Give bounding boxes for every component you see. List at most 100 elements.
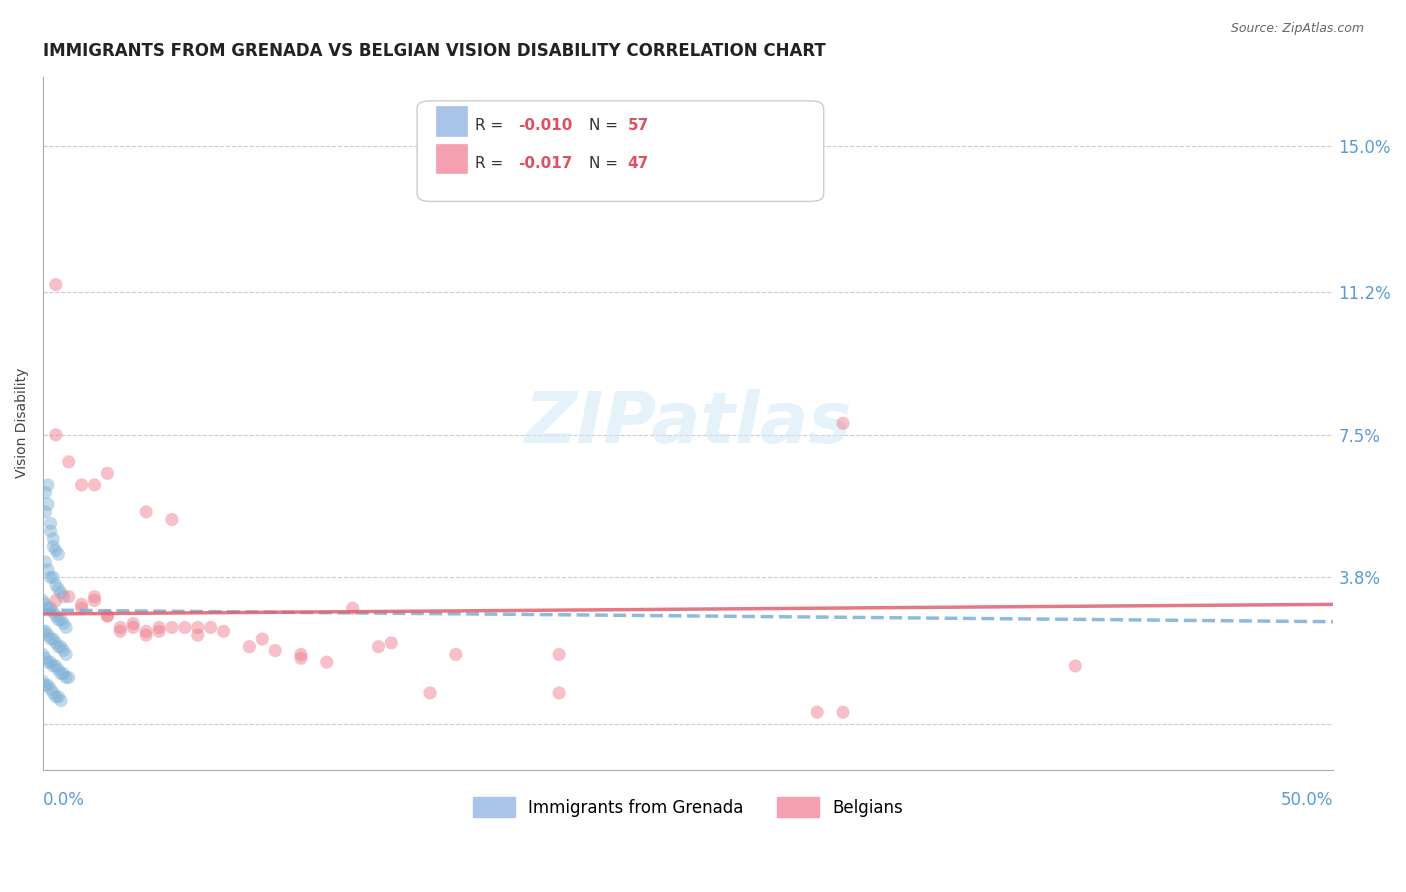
Point xyxy=(42,632,65,646)
Point xyxy=(32,624,55,639)
Point xyxy=(42,570,65,584)
Point xyxy=(212,624,235,639)
FancyBboxPatch shape xyxy=(436,144,467,173)
Point xyxy=(252,632,274,646)
Point xyxy=(548,686,571,700)
Point xyxy=(548,648,571,662)
Point xyxy=(34,505,56,519)
Point xyxy=(832,417,855,431)
Point xyxy=(49,693,72,707)
Point xyxy=(419,686,441,700)
Point xyxy=(34,678,56,692)
FancyBboxPatch shape xyxy=(418,101,824,202)
Text: R =: R = xyxy=(475,156,509,171)
Point xyxy=(34,651,56,665)
Point xyxy=(39,632,62,646)
Point xyxy=(58,455,80,469)
Point xyxy=(832,705,855,719)
Point xyxy=(160,513,183,527)
Text: 50.0%: 50.0% xyxy=(1281,791,1333,809)
Point xyxy=(444,648,467,662)
Point xyxy=(48,582,70,596)
Point xyxy=(45,659,67,673)
Point xyxy=(42,686,65,700)
Point xyxy=(49,640,72,654)
Point xyxy=(238,640,260,654)
Point xyxy=(37,655,59,669)
Point xyxy=(200,620,222,634)
Point xyxy=(52,616,75,631)
Point xyxy=(39,570,62,584)
Point xyxy=(135,624,157,639)
Point xyxy=(37,628,59,642)
Point xyxy=(37,678,59,692)
Point xyxy=(45,543,67,558)
Point xyxy=(49,666,72,681)
Point xyxy=(315,655,337,669)
Point xyxy=(83,478,105,492)
Point xyxy=(39,524,62,538)
Point xyxy=(96,608,118,623)
Point xyxy=(290,648,312,662)
Point xyxy=(37,497,59,511)
Point xyxy=(367,640,389,654)
Text: -0.017: -0.017 xyxy=(517,156,572,171)
Text: IMMIGRANTS FROM GRENADA VS BELGIAN VISION DISABILITY CORRELATION CHART: IMMIGRANTS FROM GRENADA VS BELGIAN VISIO… xyxy=(44,42,825,60)
Y-axis label: Vision Disability: Vision Disability xyxy=(15,368,30,478)
Point xyxy=(52,666,75,681)
Point xyxy=(34,598,56,612)
Point xyxy=(148,624,170,639)
Point xyxy=(55,620,77,634)
Point xyxy=(39,655,62,669)
Point xyxy=(42,540,65,554)
Point xyxy=(34,624,56,639)
Text: 0.0%: 0.0% xyxy=(44,791,84,809)
Point xyxy=(45,578,67,592)
Point xyxy=(32,648,55,662)
Point xyxy=(55,671,77,685)
Point xyxy=(48,613,70,627)
Point xyxy=(187,620,209,634)
FancyBboxPatch shape xyxy=(436,106,467,136)
Point xyxy=(290,651,312,665)
Text: Source: ZipAtlas.com: Source: ZipAtlas.com xyxy=(1230,22,1364,36)
Point xyxy=(48,547,70,561)
Point xyxy=(122,616,145,631)
Point xyxy=(806,705,828,719)
Point xyxy=(52,590,75,604)
Point xyxy=(160,620,183,634)
Point xyxy=(45,608,67,623)
Legend: Immigrants from Grenada, Belgians: Immigrants from Grenada, Belgians xyxy=(467,790,910,824)
Text: N =: N = xyxy=(589,156,623,171)
Point xyxy=(55,648,77,662)
Point xyxy=(42,659,65,673)
Point xyxy=(122,620,145,634)
Point xyxy=(49,613,72,627)
Point xyxy=(1064,659,1087,673)
Point xyxy=(96,467,118,481)
Point xyxy=(45,428,67,442)
Point xyxy=(110,620,132,634)
Point xyxy=(135,628,157,642)
Point xyxy=(49,586,72,600)
Point xyxy=(45,636,67,650)
Point xyxy=(39,601,62,615)
Point xyxy=(70,478,93,492)
Point xyxy=(42,532,65,546)
Text: 57: 57 xyxy=(627,119,648,133)
Point xyxy=(39,682,62,697)
Point xyxy=(37,478,59,492)
Point xyxy=(32,674,55,689)
Point xyxy=(83,590,105,604)
Text: N =: N = xyxy=(589,119,623,133)
Point xyxy=(45,593,67,607)
Point xyxy=(48,663,70,677)
Point xyxy=(42,605,65,619)
Point xyxy=(45,277,67,292)
Point xyxy=(34,555,56,569)
Text: 47: 47 xyxy=(627,156,648,171)
Point xyxy=(39,516,62,531)
Point xyxy=(58,590,80,604)
Point xyxy=(96,608,118,623)
Point xyxy=(110,624,132,639)
